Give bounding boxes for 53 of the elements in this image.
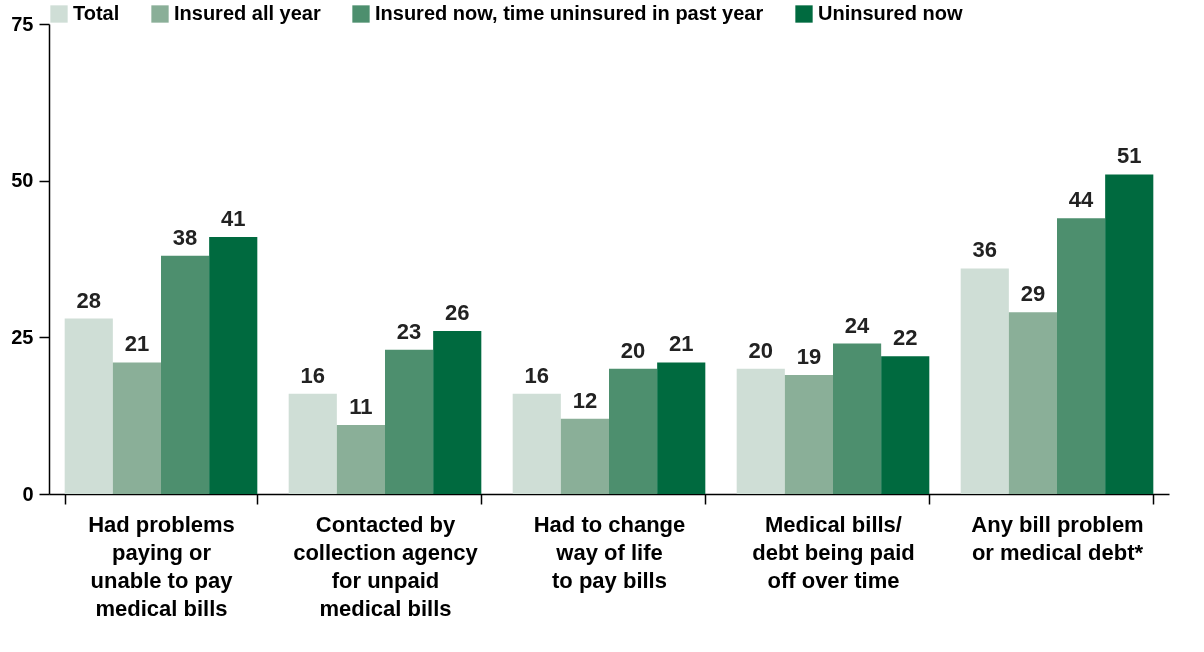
data-label: 21 [669, 331, 694, 357]
y-tick-label: 75 [11, 12, 34, 35]
bar [161, 255, 210, 494]
bar [609, 368, 658, 494]
x-tick-label: Had problems paying or unable to pay medical bills [88, 511, 235, 621]
legend-label: Insured all year [174, 2, 321, 24]
y-tick-label: 25 [11, 325, 34, 348]
bar [960, 268, 1009, 494]
data-label: 41 [221, 206, 246, 232]
x-tick-label: Medical bills/ debt being paid off over time [752, 511, 915, 593]
x-tick-label: Contacted by collection agency for unpaid medical bills [293, 511, 479, 621]
legend-label: Total [73, 2, 120, 24]
data-label: 16 [300, 362, 325, 388]
bar [112, 362, 161, 494]
data-label: 20 [748, 337, 773, 363]
bar [833, 343, 882, 494]
bar [64, 318, 113, 494]
y-tick-label: 0 [22, 482, 34, 505]
legend-label: Insured now, time uninsured in past year [375, 2, 764, 24]
bar [336, 425, 385, 494]
data-label: 36 [972, 237, 997, 263]
bar [784, 374, 833, 494]
x-tick-label: Had to change way of life to pay bills [533, 511, 686, 593]
data-label: 23 [396, 318, 422, 344]
data-label: 44 [1068, 187, 1095, 213]
data-label: 38 [172, 224, 198, 250]
legend-label: Uninsured now [818, 2, 963, 24]
data-label: 26 [445, 300, 470, 326]
data-label: 29 [1020, 281, 1046, 307]
bar [512, 393, 561, 494]
data-label: 11 [349, 394, 373, 420]
bar [657, 362, 706, 494]
y-tick-label: 50 [11, 169, 34, 192]
bar [560, 418, 609, 494]
data-label: 12 [572, 387, 598, 413]
bar [1008, 312, 1057, 494]
data-label: 51 [1117, 143, 1142, 169]
bar [1057, 218, 1106, 494]
bar [385, 349, 434, 494]
bar [433, 331, 482, 494]
data-label: 28 [76, 287, 101, 313]
bar [209, 237, 258, 494]
data-label: 21 [124, 331, 150, 357]
data-label: 16 [524, 362, 549, 388]
bar [736, 368, 785, 494]
data-label: 19 [796, 343, 822, 369]
x-tick-label: Any bill problem or medical debt* [971, 511, 1144, 565]
data-label: 24 [844, 312, 871, 338]
bar [288, 393, 337, 494]
bar [1105, 174, 1154, 494]
data-label: 20 [620, 337, 646, 363]
data-label: 22 [893, 325, 918, 351]
bar [881, 356, 930, 494]
